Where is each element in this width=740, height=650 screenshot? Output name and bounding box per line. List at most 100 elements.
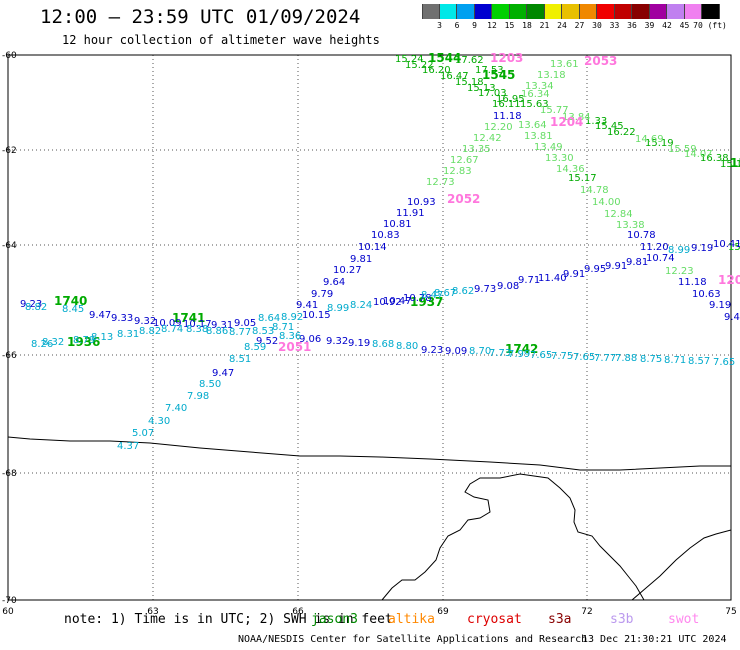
wave-height-label: 15.24 xyxy=(395,54,424,65)
wave-height-label: 16.11 xyxy=(492,99,521,110)
wave-height-label: 14.69 xyxy=(635,134,664,145)
wave-height-label: 11.20 xyxy=(640,242,669,253)
colorbar-label: 27 xyxy=(574,21,585,30)
wave-height-label: 7.98 xyxy=(187,391,209,402)
colorbar-label: 12 xyxy=(487,21,497,30)
wave-height-label: 8.70 xyxy=(469,346,491,357)
wave-height-label: 8.77 xyxy=(229,327,251,338)
wave-height-label: 11.91 xyxy=(396,208,425,219)
wave-height-label: 16.38 xyxy=(700,153,729,164)
x-tick-label: 63 xyxy=(147,607,158,617)
wave-height-label: 15 xyxy=(728,242,740,253)
map-frame xyxy=(7,54,732,601)
wave-height-label: 9.41 xyxy=(296,300,318,311)
wave-height-label: 4.37 xyxy=(117,441,139,452)
wave-height-label: 15.63 xyxy=(520,99,549,110)
y-tick-label: -62 xyxy=(2,146,17,156)
colorbar-label: 3 xyxy=(437,21,442,30)
wave-height-label: 9.19 xyxy=(348,338,370,349)
wave-height-label: 9.09 xyxy=(445,346,467,357)
wave-height-label: 8.64 xyxy=(258,313,280,324)
wave-height-label: 8.79 xyxy=(73,335,95,346)
wave-height-label: 17.03 xyxy=(478,88,507,99)
colorbar-label: 36 xyxy=(627,21,637,30)
wave-height-label: 11.40 xyxy=(538,273,567,284)
pass-time-label: 1937 xyxy=(410,295,443,309)
wave-height-label: 14.78 xyxy=(580,185,609,196)
wave-height-label: 12.67 xyxy=(450,155,479,166)
wave-height-label: 10.47 xyxy=(383,296,412,307)
x-tick-label: 69 xyxy=(437,607,449,617)
wave-height-label: 8.45 xyxy=(62,304,84,315)
wave-height-label: 10.93 xyxy=(407,197,436,208)
colorbar-label: 42 xyxy=(662,21,672,30)
wave-height-label: 7.88 xyxy=(615,353,637,364)
wave-height-label: 16.47 xyxy=(440,71,469,82)
wave-height-label: 8.31 xyxy=(117,329,139,340)
wave-height-label: 9.32 xyxy=(326,336,348,347)
wave-height-label: 15.22 xyxy=(405,60,434,71)
wave-height-label: 16.22 xyxy=(607,127,636,138)
wave-height-label: 8.71 xyxy=(272,322,294,333)
wave-height-label: 13.49 xyxy=(534,142,563,153)
wave-height-label: 8.24 xyxy=(350,300,372,311)
wave-height-label: 9.91 xyxy=(563,269,585,280)
colorbar-swatch xyxy=(544,4,562,19)
pass-time-label: 1740 xyxy=(54,294,87,308)
wave-height-label: 15.45 xyxy=(595,121,624,132)
wave-height-label: 13.61 xyxy=(550,59,579,70)
y-tick-label: -68 xyxy=(2,469,17,479)
satellite-legend-swot: swot xyxy=(668,612,700,627)
wave-height-label: 7.75 xyxy=(551,351,573,362)
colorbar-swatch xyxy=(649,4,667,19)
wave-height-label: 7.77 xyxy=(594,353,616,364)
colorbar-swatch xyxy=(422,4,440,19)
colorbar-swatch xyxy=(632,4,650,19)
wave-height-label: 15.77 xyxy=(540,105,569,116)
wave-height-label: 8.82 xyxy=(25,302,47,313)
wave-height-label: 10.27 xyxy=(333,265,362,276)
colorbar-swatch xyxy=(579,4,597,19)
wave-height-label: 7.40 xyxy=(165,403,187,414)
wave-height-label: 9.19 xyxy=(709,300,731,311)
wave-height-label: 10.09 xyxy=(153,318,182,329)
wave-height-label: 5.07 xyxy=(132,428,154,439)
wave-height-label: 15.18 xyxy=(455,77,484,88)
colorbar-swatch xyxy=(474,4,492,19)
wave-height-label: 9.79 xyxy=(311,289,333,300)
wave-height-label: 15.17 xyxy=(568,173,597,184)
x-tick-label: 60 xyxy=(2,607,14,617)
wave-height-label: 13.35 xyxy=(462,144,491,155)
wave-height-label: 8.57 xyxy=(688,356,710,367)
colorbar-label: 45 xyxy=(679,21,690,30)
wave-height-label: 14.36 xyxy=(556,164,585,175)
colorbar-swatch xyxy=(492,4,510,19)
wave-height-label: 10.15 xyxy=(302,310,331,321)
wave-height-label: 16.20 xyxy=(422,65,451,76)
wave-height-label: 10.78 xyxy=(403,293,432,304)
wave-height-label: 10.41 xyxy=(713,239,740,250)
wave-height-label: 12.42 xyxy=(473,133,502,144)
wave-height-label: 1.33 xyxy=(585,116,607,127)
wave-height-label: 8.62 xyxy=(452,286,474,297)
wave-height-label: 8.68 xyxy=(372,339,394,350)
satellite-legend-cryosat: cryosat xyxy=(467,612,522,627)
wave-height-label: 9.71 xyxy=(518,275,540,286)
wave-height-label: 8.92 xyxy=(281,312,303,323)
colorbar-label: 70 (ft) xyxy=(693,21,727,30)
wave-height-label: 7.73 xyxy=(489,348,511,359)
wave-height-label: 8.38 xyxy=(186,324,208,335)
wave-height-label: 12.84 xyxy=(604,209,633,220)
note-text: note: 1) Time is in UTC; 2) SWH is in fe… xyxy=(64,612,393,627)
wave-height-label: 9.47 xyxy=(89,310,111,321)
wave-height-label: 9.52 xyxy=(256,336,278,347)
wave-height-label: 15.19 xyxy=(645,138,674,149)
wave-height-label: 8.47 xyxy=(421,290,443,301)
pass-time-label: 2052 xyxy=(447,192,480,206)
pass-time-label: 1936 xyxy=(67,335,100,349)
pass-time-label: 120 xyxy=(718,273,740,287)
x-tick-label: 66 xyxy=(292,607,304,617)
wave-height-label: 10.92 xyxy=(373,297,402,308)
